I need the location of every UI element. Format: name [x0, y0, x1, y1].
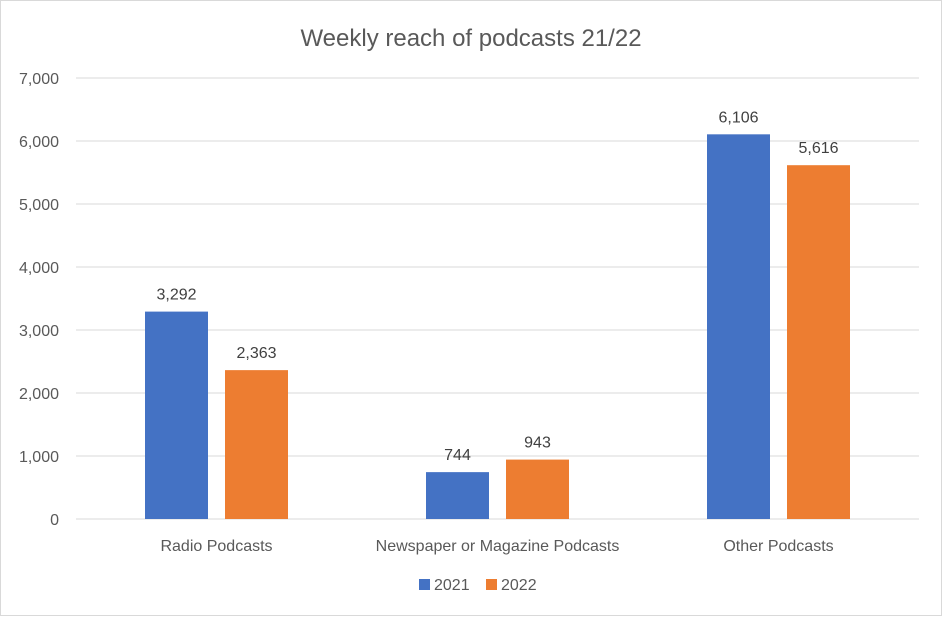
bar-2021	[707, 134, 770, 519]
data-label: 943	[524, 435, 551, 452]
y-tick-label: 5,000	[19, 197, 59, 214]
gridlines	[76, 77, 919, 520]
data-label: 744	[444, 447, 471, 464]
bar-2022	[225, 370, 288, 519]
legend-label: 2022	[501, 577, 537, 594]
x-category-label: Radio Podcasts	[160, 538, 272, 555]
bar-2022	[787, 165, 850, 519]
legend: 2021 2022	[419, 577, 537, 594]
x-category-label: Newspaper or Magazine Podcasts	[376, 538, 620, 555]
y-tick-label: 4,000	[19, 260, 59, 277]
bars	[145, 134, 850, 519]
y-tick-label: 2,000	[19, 386, 59, 403]
y-tick-label: 6,000	[19, 134, 59, 151]
data-label: 6,106	[718, 109, 758, 126]
y-tick-label: 1,000	[19, 449, 59, 466]
data-labels: 3,292 2,363 744 943 6,106 5,616	[156, 109, 838, 464]
y-axis-ticks: 0 1,000 2,000 3,000 4,000 5,000 6,000 7,000	[19, 71, 59, 529]
y-tick-label: 3,000	[19, 323, 59, 340]
data-label: 3,292	[156, 287, 196, 304]
chart-title: Weekly reach of podcasts 21/22	[300, 25, 641, 52]
legend-swatch-2021	[419, 579, 430, 590]
y-tick-label: 0	[50, 512, 59, 529]
bar-2021	[426, 472, 489, 519]
data-label: 2,363	[236, 345, 276, 362]
legend-label: 2021	[434, 577, 470, 594]
x-axis-categories: Radio Podcasts Newspaper or Magazine Podc…	[160, 538, 833, 555]
bar-2022	[506, 459, 569, 519]
x-category-label: Other Podcasts	[723, 538, 833, 555]
bar-2021	[145, 311, 208, 519]
legend-swatch-2022	[486, 579, 497, 590]
y-tick-label: 7,000	[19, 71, 59, 88]
data-label: 5,616	[798, 140, 838, 157]
